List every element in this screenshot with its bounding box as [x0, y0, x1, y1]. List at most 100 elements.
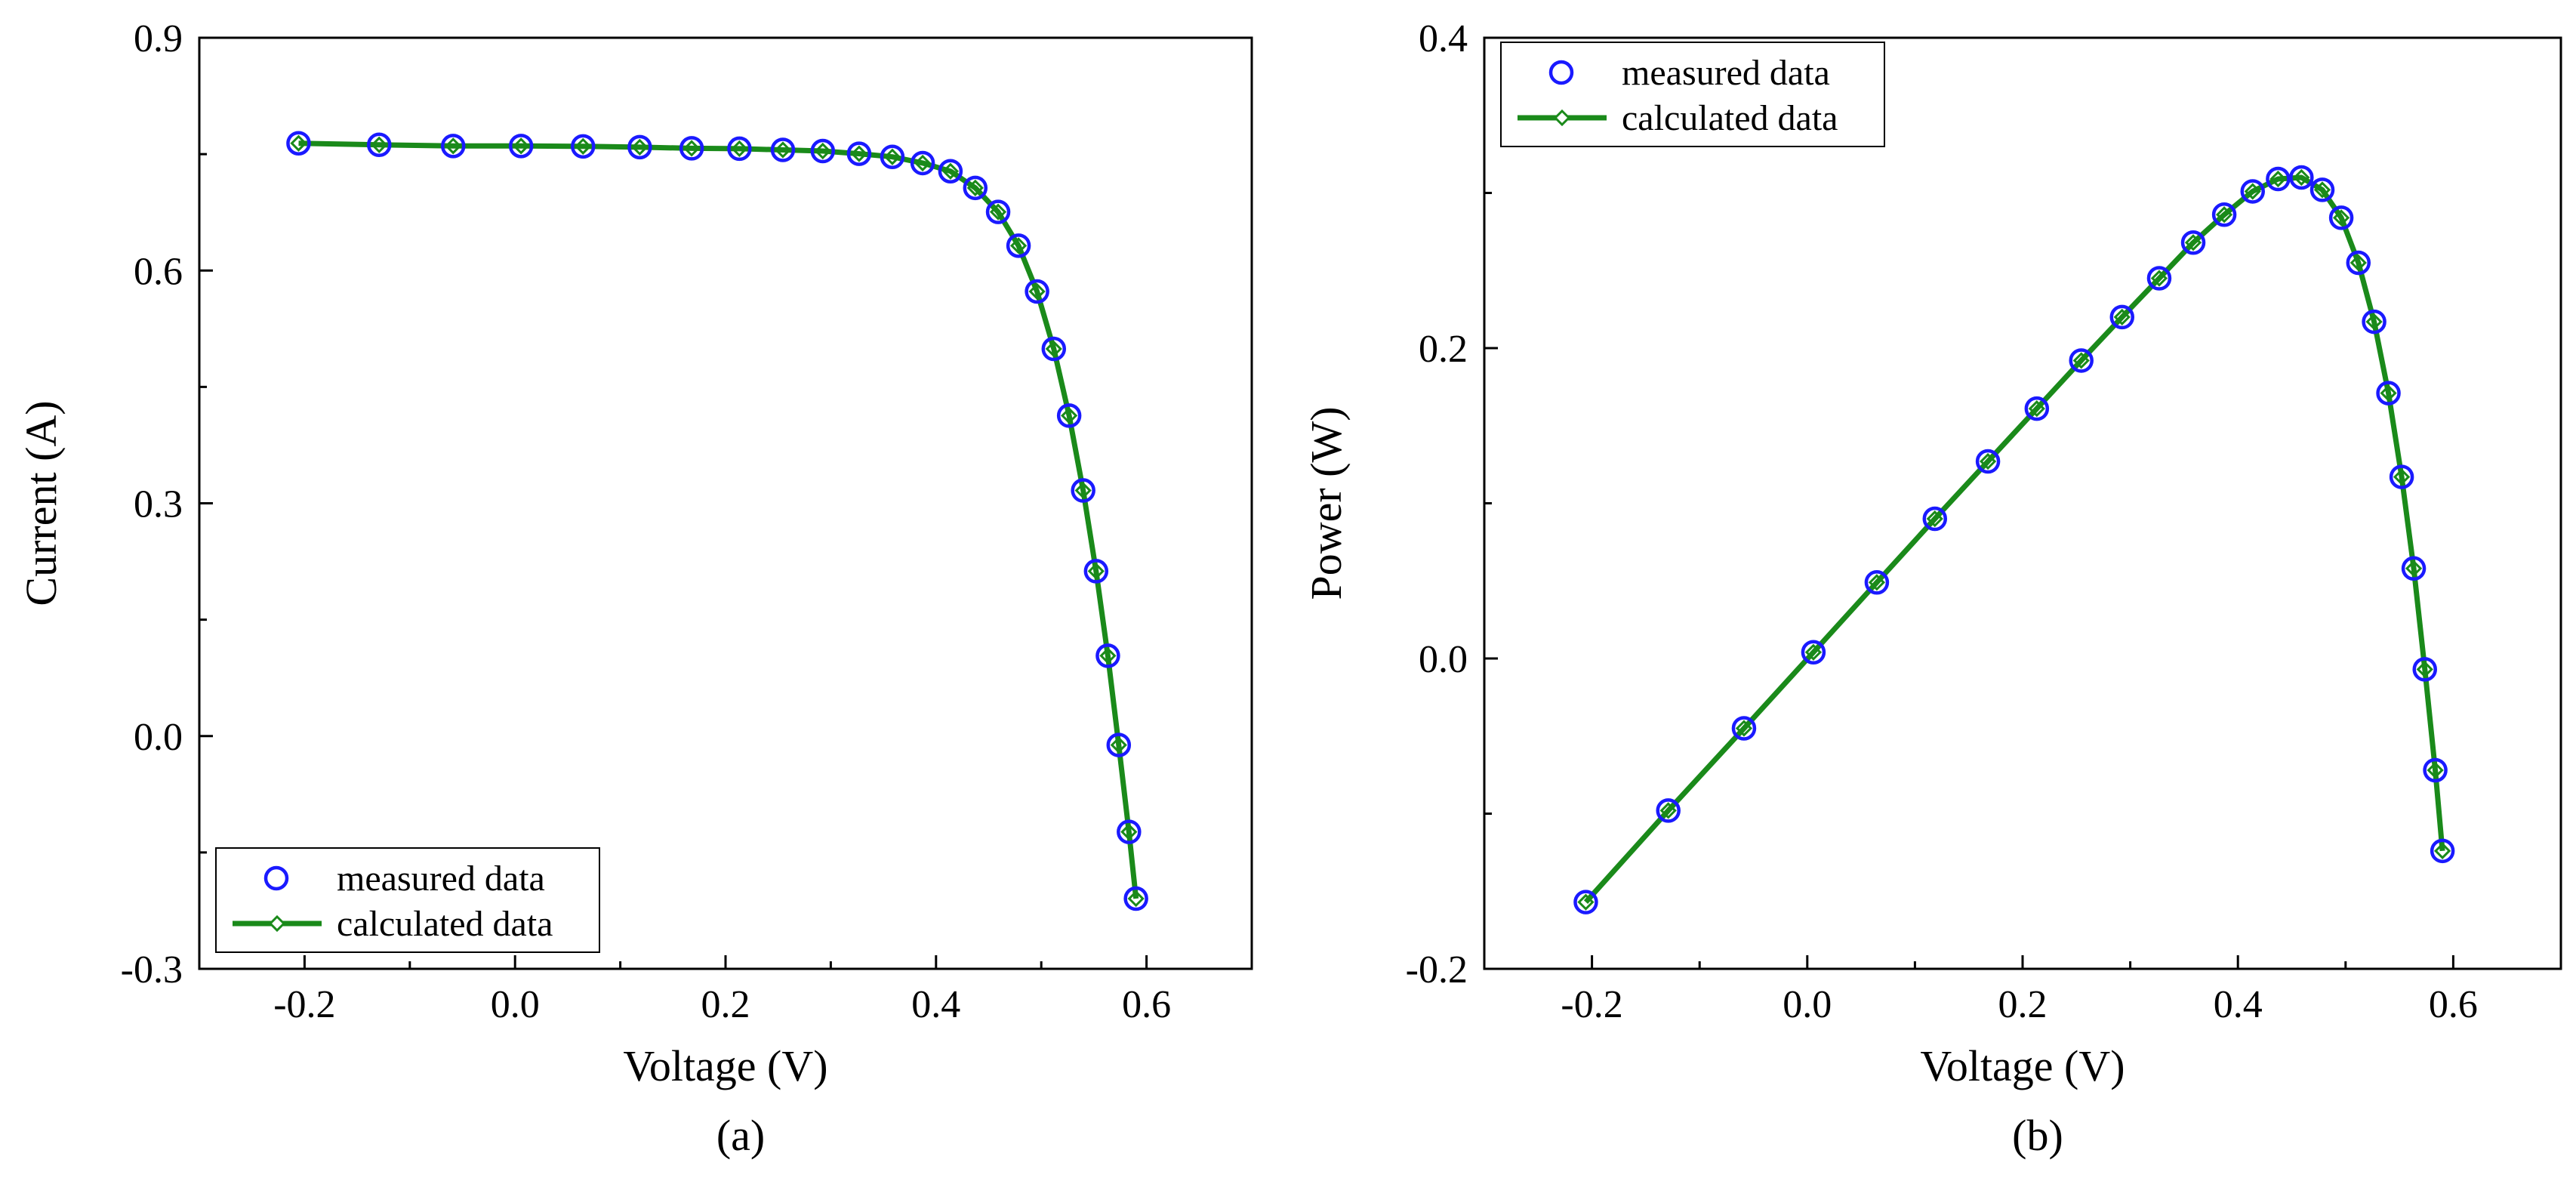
- x-tick-label: 0.6: [1122, 983, 1171, 1026]
- calculated-data-point: [1110, 736, 1127, 754]
- chart-panel-a: -0.2 0.0 0.2 0.4 0.6 -0.3 0.0 0.3 0.6 0.9 Voltage …: [17, 17, 1253, 1160]
- measured-data-point: [2401, 556, 2427, 581]
- measured-data-point: [2024, 396, 2050, 421]
- legend-measured-symbol: [263, 865, 289, 891]
- calculated-data-line: [298, 140, 1139, 899]
- legend-measured-label: measured data: [337, 859, 545, 899]
- calculated-data-point: [774, 141, 792, 159]
- calculated-data-point: [2380, 384, 2397, 402]
- calculated-data-point: [683, 140, 701, 157]
- measured-data-point: [1071, 478, 1095, 503]
- calculated-data-point: [445, 137, 462, 155]
- calculated-data-point: [1009, 237, 1028, 254]
- y-tick-label: -0.2: [1406, 948, 1468, 991]
- measured-data-point: [2362, 309, 2386, 335]
- measured-data-point: [1975, 449, 2001, 474]
- y-tick-label: 0.0: [134, 716, 183, 759]
- calculated-data-point: [2072, 352, 2090, 369]
- measured-data-point: [2423, 757, 2448, 783]
- x-tick-label: 0.0: [1783, 983, 1832, 1026]
- measured-data-point: [1117, 819, 1142, 844]
- calculated-data-point: [1045, 340, 1062, 358]
- y-axis-label: Current (A): [17, 400, 66, 606]
- legend-calculated-symbol: [268, 914, 286, 933]
- calculated-data-point: [2269, 170, 2287, 188]
- measured-data-point: [770, 137, 796, 162]
- calculated-data-point: [2313, 181, 2331, 199]
- calculated-data-point: [1979, 452, 1997, 470]
- calculated-data-point: [2434, 842, 2451, 859]
- y-tick-label: 0.9: [134, 17, 183, 60]
- y-tick-label: 0.6: [134, 250, 183, 293]
- measured-data-point: [508, 134, 534, 159]
- x-tick-label: 0.6: [2429, 983, 2478, 1026]
- panel-label: (b): [2012, 1111, 2063, 1160]
- measured-data-point: [985, 199, 1011, 224]
- calculated-data-point: [1735, 720, 1753, 737]
- x-tick-label: -0.2: [1561, 983, 1622, 1026]
- calculated-data-point: [2293, 168, 2310, 187]
- measured-data-point: [1864, 570, 1890, 595]
- calculated-data-point: [2365, 313, 2383, 331]
- legend-box: [215, 847, 600, 953]
- x-tick-label: 0.2: [701, 983, 750, 1026]
- measured-data-point: [2328, 205, 2354, 230]
- calculated-data-point: [2332, 209, 2350, 227]
- calculated-data-point: [2113, 308, 2131, 326]
- measured-data-point: [2309, 177, 2335, 202]
- calculated-data-point: [814, 142, 831, 160]
- calculated-data-point: [1099, 647, 1117, 665]
- calculated-data-point: [1028, 282, 1046, 301]
- measured-data-point: [2211, 202, 2237, 227]
- calculated-data-point: [1804, 643, 1823, 661]
- calculated-data-point: [2416, 661, 2433, 678]
- calculated-data-point: [850, 145, 868, 162]
- measured-data-point: [2430, 838, 2455, 864]
- x-tick-label: 0.0: [491, 983, 540, 1026]
- measured-data-point: [810, 138, 836, 164]
- calculated-data-point: [371, 136, 388, 153]
- calculated-data-point: [941, 162, 960, 180]
- legend-measured-label: measured data: [1622, 53, 1830, 93]
- calculated-data-point: [2405, 560, 2423, 577]
- y-tick-label: 0.4: [1419, 17, 1468, 60]
- calculated-data-point: [1074, 482, 1092, 499]
- calculated-data-point: [1061, 407, 1078, 424]
- measured-data-point: [1056, 403, 1082, 428]
- measured-data-point: [2376, 381, 2401, 406]
- measured-data-point: [727, 136, 752, 162]
- measured-data-point: [1041, 336, 1067, 362]
- measured-data-point: [2289, 165, 2314, 190]
- legend-calculated-symbol: [1553, 109, 1571, 127]
- measured-data-point: [2146, 266, 2172, 291]
- measured-data-point: [1106, 732, 1132, 757]
- measured-data-point: [2266, 166, 2291, 192]
- calculated-data-point: [1120, 823, 1138, 840]
- measured-data-point: [2240, 179, 2265, 204]
- calculated-data-point: [575, 137, 592, 155]
- x-tick-label: -0.2: [273, 983, 335, 1026]
- measured-data-point: [2069, 348, 2094, 373]
- measured-data-point: [1731, 716, 1757, 741]
- calculated-data-point: [290, 134, 307, 152]
- measured-data-point: [1123, 886, 1148, 911]
- measured-data-point: [571, 134, 596, 159]
- x-tick-label: 0.4: [911, 983, 960, 1026]
- calculated-data-point: [2350, 254, 2367, 272]
- measured-data-point: [286, 131, 311, 156]
- measured-data-point: [627, 134, 652, 160]
- y-tick-label: 0.2: [1419, 328, 1468, 371]
- calculated-data-point: [1087, 563, 1105, 580]
- calculated-data-point: [631, 138, 649, 156]
- measured-data-point: [1922, 506, 1948, 532]
- measured-data-point: [2109, 304, 2135, 330]
- measured-data-point: [2180, 230, 2206, 255]
- measured-data-point: [1573, 890, 1598, 914]
- legend: measured data calculated data: [1500, 42, 1885, 147]
- measured-data-point: [2412, 657, 2438, 682]
- calculated-data-point: [2393, 468, 2411, 486]
- measured-data-point: [366, 132, 392, 158]
- calculated-data-point: [2184, 234, 2202, 251]
- calculated-data-point: [1577, 893, 1595, 911]
- calculated-data-point: [883, 148, 901, 165]
